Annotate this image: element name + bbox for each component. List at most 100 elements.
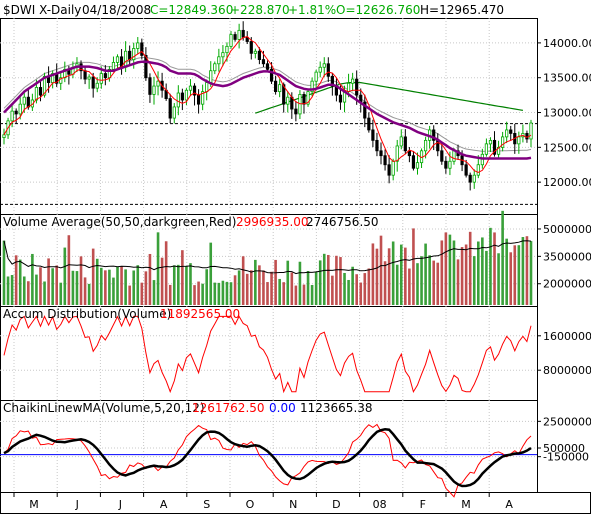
volume-bar [18,259,22,305]
volume-bar [274,259,277,305]
volume-bar [43,281,46,305]
candle-body [476,164,480,176]
candle-body [363,101,367,119]
high-label: H=12965.470 [420,3,504,17]
volume-bar [249,270,253,305]
volume-bar [39,267,42,305]
volume-bar [468,231,472,305]
volume-bar [245,273,249,305]
candle-body [387,164,391,176]
volume-bar [172,265,176,305]
candle-body [322,63,326,68]
volume-bar [128,285,131,305]
candle-body [209,70,213,83]
volume-bar [513,245,517,305]
candle-body [274,80,278,93]
candle-body [140,42,144,56]
volume-value-1: 2996935.00 [236,215,309,229]
candle-body [509,129,513,134]
volume-bar [185,265,188,305]
volume-bar [335,255,338,305]
y-tick-label: 12000.00 [543,176,591,189]
candle-body [383,155,387,166]
candle-body [111,61,116,70]
close-label: C=12849.360 [150,3,233,17]
candle-body [496,146,501,155]
volume-bar [489,227,492,305]
volume-bar [124,269,127,305]
candle-body [505,129,509,138]
volume-bar [395,264,399,305]
volume-bar [464,244,468,305]
volume-bar [282,282,286,305]
candle-body [314,71,318,82]
volume-bar [493,232,496,305]
volume-bar [294,285,298,305]
volume-bar [383,261,387,305]
candle-body [136,42,140,49]
volume-bar [266,282,269,305]
candle-body [156,80,160,87]
candle-body [18,103,22,115]
candle-body [403,136,407,152]
candle-body [371,129,375,141]
volume-bar [144,271,148,305]
candle-body [91,76,95,89]
volume-bar [35,274,38,305]
volume-bar [355,274,358,305]
volume-bar [233,275,237,305]
candle-body [294,108,298,115]
volume-bar [367,268,371,305]
candle-body [152,85,156,95]
volume-bar [10,275,14,305]
candle-body [2,134,6,138]
volume-bar [83,277,87,305]
x-month-label: M [29,498,39,511]
y-tick-label: 500000 [543,442,585,455]
volume-bar [2,240,6,305]
volume-bar [525,236,529,305]
candle-body [205,82,209,93]
y-tick-label: 8000000 [543,364,591,377]
volume-bar [391,241,395,305]
candle-body [221,52,225,58]
volume-bar [314,271,318,305]
x-month-label: M [461,498,471,511]
ad-title: Accum Distribution(Volume) [3,307,171,321]
candle-body [492,139,497,155]
price-panel [0,21,537,205]
volume-bar [217,282,221,305]
candle-body [472,174,476,183]
volume-bar [278,278,281,305]
candle-body [213,63,217,72]
y-axis-ticks: 14000.00 13500.00 13000.00 12500.00 12000.00… [537,37,591,464]
volume-bar [460,247,464,305]
candle-body [407,150,411,157]
volume-bar [351,266,354,305]
volume-bar [424,243,427,305]
volume-bar [164,241,168,305]
candle-body [115,56,120,63]
volume-bar [420,256,423,305]
volume-bar [290,272,294,305]
volume-bar [306,271,310,305]
pct-label: +1.81% [288,3,336,17]
volume-bar [327,254,330,305]
volume-bar [95,258,99,305]
date-label: 04/18/2008 [82,3,151,17]
candle-body [436,139,440,152]
x-month-label: D [332,498,340,511]
volume-bar [27,281,30,305]
volume-value-2: 2746756.50 [306,215,379,229]
candle-body [42,75,47,96]
candle-body [83,70,87,80]
volume-bar [205,269,208,305]
volume-bar [452,240,456,305]
volume-bar [120,266,123,305]
candle-body [282,84,286,105]
candle-body [26,96,30,108]
x-month-label: N [289,498,297,511]
volume-bar [55,265,58,305]
candle-body [192,85,197,96]
candle-body [448,160,452,169]
